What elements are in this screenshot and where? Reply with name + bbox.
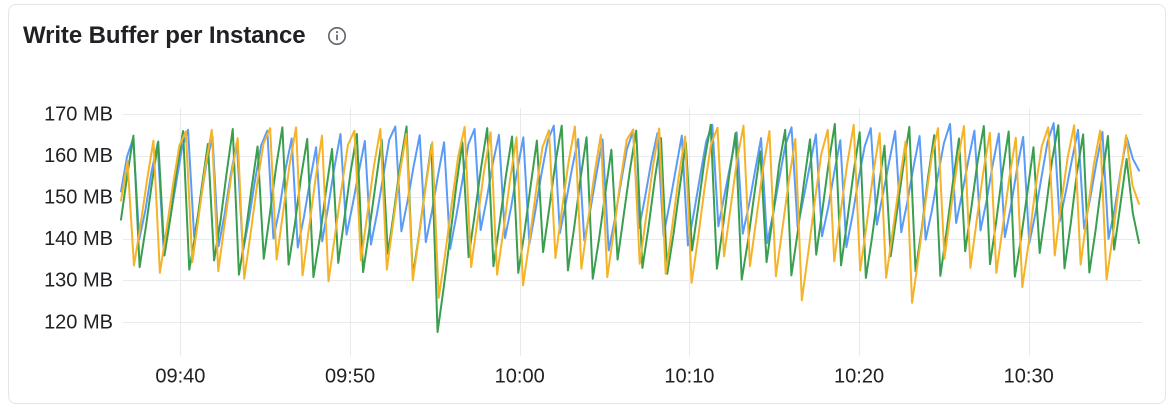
card-header: Write Buffer per Instance [9,5,347,67]
y-axis-tick-label: 160 MB [44,145,113,167]
chart-series-group [120,122,1140,333]
series-line-instance-2[interactable] [120,122,1140,333]
x-axis-tick-label: 10:30 [1004,366,1054,388]
x-axis-tick-label: 09:50 [325,366,375,388]
chart-card: Write Buffer per Instance 120 MB 130 MB 14… [8,4,1166,404]
x-axis-tick-label: 10:20 [834,366,884,388]
y-axis-tick-label: 140 MB [44,228,113,250]
horizontal-gridlines [123,114,1142,323]
x-axis-tick-label: 10:00 [495,366,545,388]
y-axis-tick-label: 150 MB [44,186,113,208]
x-axis-tick-labels: 09:40 09:50 10:00 10:10 10:20 10:30 [155,366,1053,388]
series-line-instance-1[interactable] [120,122,1140,254]
line-chart: 120 MB 130 MB 140 MB 150 MB 160 MB 170 MB 09:4… [44,103,1142,388]
x-axis-tick-label: 10:10 [664,366,714,388]
x-axis-tick-label: 09:40 [155,366,205,388]
info-circle-icon[interactable] [327,26,347,46]
page-title: Write Buffer per Instance [23,22,306,49]
y-axis-tick-labels: 120 MB 130 MB 140 MB 150 MB 160 MB 170 MB [44,103,113,333]
y-axis-tick-label: 170 MB [44,103,113,125]
series-line-instance-3[interactable] [120,123,1140,304]
y-axis-tick-label: 120 MB [44,311,113,333]
y-axis-tick-label: 130 MB [44,270,113,292]
chart-plot-area: 120 MB 130 MB 140 MB 150 MB 160 MB 170 MB 09:4… [9,5,1165,403]
